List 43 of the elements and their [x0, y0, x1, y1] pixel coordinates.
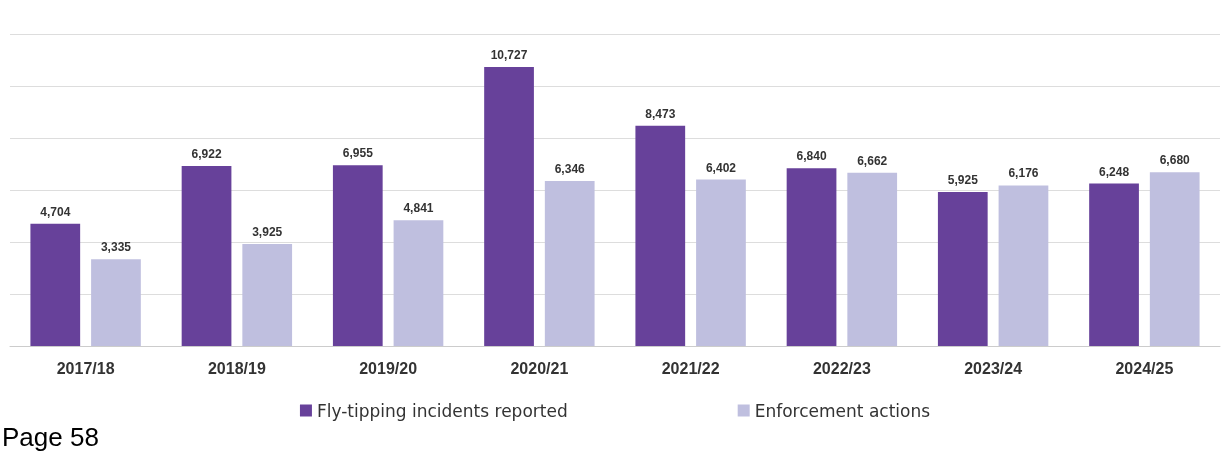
bar: [847, 172, 898, 346]
legend-label: Enforcement actions: [754, 400, 931, 421]
bar: [696, 179, 746, 346]
x-tick-label: 2018/19: [207, 359, 266, 377]
data-label: 3,335: [100, 240, 132, 255]
bar: [544, 181, 595, 346]
data-label: 4,841: [403, 201, 434, 216]
bar: [242, 243, 293, 346]
bar: [181, 166, 232, 346]
x-tick-label: 2019/20: [359, 359, 418, 377]
data-label: 6,662: [857, 153, 888, 168]
data-label: 3,925: [252, 224, 283, 239]
bar: [786, 168, 837, 346]
bar: [635, 125, 686, 346]
data-label: 6,922: [191, 147, 222, 162]
data-label: 6,840: [796, 149, 827, 164]
bar: [332, 165, 383, 346]
text: Page 58: [2, 422, 99, 452]
data-label: 6,346: [554, 162, 586, 176]
data-label: 6,176: [1008, 166, 1039, 181]
legend-label: Fly-tipping incidents reported: [316, 400, 568, 421]
x-tick-label: 2022/23: [812, 359, 871, 377]
bar: [1089, 183, 1139, 346]
bar: [1149, 172, 1200, 346]
bar: [91, 259, 141, 346]
bar: [484, 67, 534, 346]
data-label: 6,402: [705, 160, 737, 175]
bar: [30, 223, 81, 346]
data-label: 10,727: [490, 48, 528, 63]
data-label: 6,680: [1159, 153, 1191, 168]
x-tick-label: 2020/21: [510, 359, 569, 377]
x-tick-label: 2024/25: [1115, 359, 1174, 377]
data-label: 6,248: [1099, 164, 1130, 179]
data-label: 6,955: [342, 146, 374, 161]
bar: [937, 191, 988, 346]
x-tick-label: 2021/22: [661, 359, 720, 377]
data-label: 5,925: [947, 172, 979, 187]
data-label: 8,473: [645, 106, 676, 121]
data-label: 4,704: [40, 204, 71, 219]
x-tick-label: 2023/24: [964, 359, 1023, 377]
bar: [998, 185, 1049, 346]
bar: [393, 220, 444, 346]
x-tick-label: 2017/18: [56, 359, 115, 377]
